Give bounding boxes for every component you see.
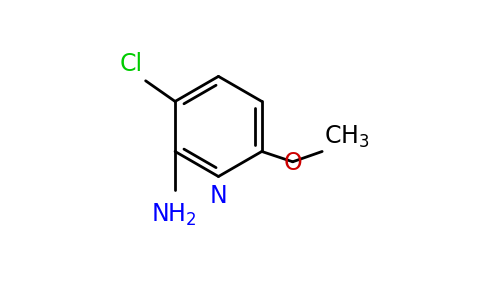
Text: CH$_3$: CH$_3$ [324, 124, 369, 150]
Text: NH$_2$: NH$_2$ [151, 202, 197, 228]
Text: N: N [210, 184, 227, 208]
Text: O: O [283, 151, 302, 175]
Text: Cl: Cl [120, 52, 143, 76]
